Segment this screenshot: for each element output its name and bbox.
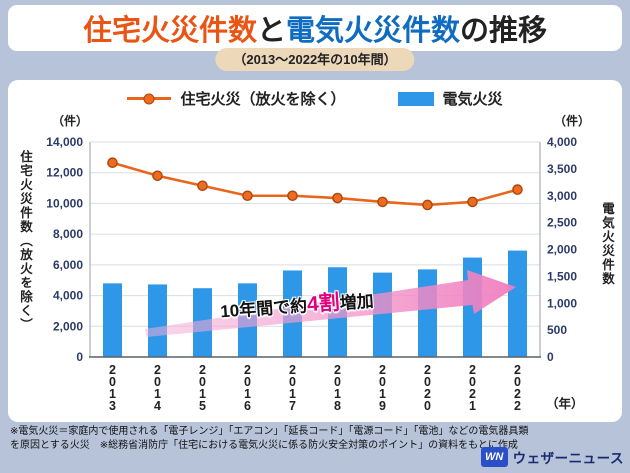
line-legend-dot-icon xyxy=(143,93,155,104)
left-tick: 8,000 xyxy=(53,227,83,241)
line-point-2015 xyxy=(197,180,208,192)
right-axis-ticks: 0 500 1,000 1,500 2,000 2,500 3,000 3,500 4,000 xyxy=(547,135,577,364)
left-axis-unit: （件） xyxy=(52,114,89,128)
title-and: と xyxy=(256,15,286,47)
right-tick: 3,500 xyxy=(547,162,577,176)
line-point-2014 xyxy=(152,170,163,182)
right-tick: 1,500 xyxy=(547,269,577,283)
line-point-2018 xyxy=(332,192,343,204)
left-tick: 0 xyxy=(76,350,83,364)
title-electric-fires: 電気火災件数 xyxy=(286,15,461,47)
right-axis-title: 電気火災件数 xyxy=(600,202,614,286)
footnote-line1: ※電気火災＝家庭内で使用される「電子レンジ」「エアコン」「延長コード」「電源コー… xyxy=(10,426,529,437)
x-axis-labels: 2 0 1 3 2 0 1 4 2 0 1 5 2 0 1 6 2 0 1 7 2 0 1 8 2 0 1 9 2 0 2 0 2 0 2 1 2 0 2 2 xyxy=(109,363,521,413)
legend-item-bar: 電気火災 xyxy=(397,88,503,109)
line-point-2020 xyxy=(422,199,433,211)
line-legend-label: 住宅火災（放火を除く） xyxy=(180,91,346,108)
right-tick: 500 xyxy=(547,323,567,337)
weathernews-logo-icon: WN xyxy=(480,447,508,467)
left-axis-ticks: 0 2,000 4,000 6,000 8,000 10,000 12,000 14,000 xyxy=(46,135,83,364)
right-tick: 3,000 xyxy=(547,189,577,203)
annotation-suffix: 増加 xyxy=(339,291,375,313)
bar-2022 xyxy=(508,250,527,357)
bar-legend-label: 電気火災 xyxy=(442,91,503,108)
footnote-line2: を原因とする火災 ※総務省消防庁「住宅における電気火災に係る防火安全対策のポイン… xyxy=(10,440,518,451)
left-axis-title: 住宅火災件数（放火を除く） xyxy=(18,150,32,332)
subtitle-period: （2013〜2022年の10年間） xyxy=(215,48,415,71)
fire-trend-chart: 02,0004,0006,0008,00010,00012,00014,0000… xyxy=(46,135,584,413)
chart-legend: 住宅火災（放火を除く） 電気火災 xyxy=(8,88,622,109)
increase-arrow-shape xyxy=(145,270,516,337)
chart-card: 住宅火災（放火を除く） 電気火災 （件） （件） 住宅火災件数（放火を除く） 電… xyxy=(8,80,622,422)
left-tick: 6,000 xyxy=(53,258,83,272)
bar-2019 xyxy=(373,272,392,357)
page-title: 住宅火災件数と電気火災件数の推移 xyxy=(83,7,547,49)
bar-2013 xyxy=(103,283,122,357)
right-tick: 1,000 xyxy=(547,296,577,310)
left-tick: 4,000 xyxy=(53,289,83,303)
bar-legend-swatch xyxy=(397,91,434,106)
line-point-2021 xyxy=(467,196,478,208)
right-tick: 4,000 xyxy=(547,135,577,149)
line-path xyxy=(112,161,518,207)
right-tick: 2,500 xyxy=(547,216,577,230)
line-point-2017 xyxy=(287,190,298,202)
bar-2014 xyxy=(148,284,167,357)
line-point-2022 xyxy=(512,184,523,195)
right-tick: 2,000 xyxy=(547,243,577,257)
annotation-prefix: 10年間で約 xyxy=(219,296,308,322)
right-tick: 0 xyxy=(547,350,554,364)
left-tick: 12,000 xyxy=(46,166,83,180)
left-tick: 14,000 xyxy=(46,135,83,149)
left-tick: 2,000 xyxy=(53,319,83,333)
left-tick: 10,000 xyxy=(46,196,83,210)
weathernews-logo: WN ウェザーニュース xyxy=(480,447,624,467)
x-axis-unit: （年） xyxy=(546,396,584,411)
title-suffix: の推移 xyxy=(460,15,548,47)
title-home-fires: 住宅火災件数 xyxy=(82,15,257,47)
bar-2020 xyxy=(418,269,437,357)
weathernews-logo-text: ウェザーニュース xyxy=(512,451,624,466)
line-point-2013 xyxy=(107,157,118,169)
annotation-highlight: 4割 xyxy=(306,291,341,317)
line-legend-marker xyxy=(127,93,172,104)
footnote: ※電気火災＝家庭内で使用される「電子レンジ」「エアコン」「延長コード」「電源コー… xyxy=(10,425,610,453)
legend-item-line: 住宅火災（放火を除く） xyxy=(127,88,346,109)
title-card: 住宅火災件数と電気火災件数の推移 xyxy=(8,5,622,51)
line-point-2019 xyxy=(377,196,388,208)
line-point-2016 xyxy=(242,190,253,202)
right-axis-unit: （件） xyxy=(554,114,591,128)
line-series xyxy=(107,157,523,211)
